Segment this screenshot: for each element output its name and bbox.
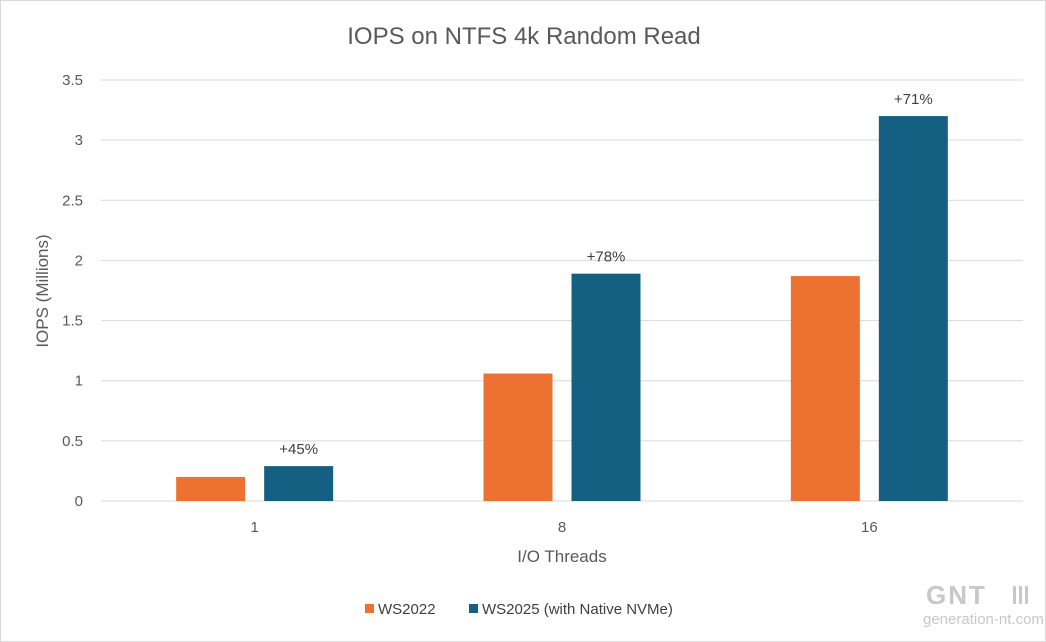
- y-tick-label: 1: [75, 373, 83, 390]
- data-label: +78%: [587, 249, 626, 266]
- x-axis-title: I/O Threads: [517, 547, 606, 566]
- watermark-bar: [1013, 586, 1016, 604]
- watermark-site: generation-nt.com: [923, 611, 1044, 628]
- bar-ws2025-1: [264, 466, 334, 501]
- x-tick-label: 16: [861, 519, 878, 536]
- watermark-brand: GNT: [926, 580, 987, 610]
- data-annotations: +45% +78% +71%: [279, 91, 932, 458]
- x-tick-label: 8: [558, 519, 566, 536]
- bar-ws2025-8: [571, 273, 641, 501]
- y-tick-label: 1.5: [62, 313, 83, 330]
- x-tick-label: 1: [250, 519, 258, 536]
- y-axis-title: IOPS (Millions): [33, 234, 52, 347]
- legend-label: WS2022: [378, 601, 436, 618]
- watermark-bar: [1019, 586, 1022, 604]
- legend: WS2022 WS2025 (with Native NVMe): [365, 601, 673, 618]
- y-tick-label: 0.5: [62, 433, 83, 450]
- gridlines: [101, 79, 1023, 502]
- watermark-bar: [1025, 586, 1028, 604]
- y-tick-label: 2: [75, 252, 83, 269]
- bar-ws2022-16: [790, 276, 860, 501]
- legend-label: WS2025 (with Native NVMe): [482, 601, 673, 618]
- legend-swatch: [469, 604, 478, 613]
- bar-ws2022-8: [483, 373, 553, 501]
- chart-title: IOPS on NTFS 4k Random Read: [347, 23, 700, 50]
- x-tick-labels: 1 8 16: [250, 519, 877, 536]
- y-tick-label: 3.5: [62, 72, 83, 89]
- data-label: +45%: [279, 441, 318, 458]
- data-label: +71%: [894, 91, 933, 108]
- y-tick-label: 2.5: [62, 192, 83, 209]
- bar-ws2025-16: [878, 116, 948, 501]
- watermark-logo: GNT generation-nt.com: [923, 580, 1044, 628]
- bar-ws2022-1: [176, 476, 246, 501]
- y-tick-label: 3: [75, 132, 83, 149]
- legend-swatch: [365, 604, 374, 613]
- y-tick-label: 0: [75, 493, 83, 510]
- y-tick-labels: 0 0.5 1 1.5 2 2.5 3 3.5: [62, 72, 83, 510]
- bars: [176, 116, 948, 501]
